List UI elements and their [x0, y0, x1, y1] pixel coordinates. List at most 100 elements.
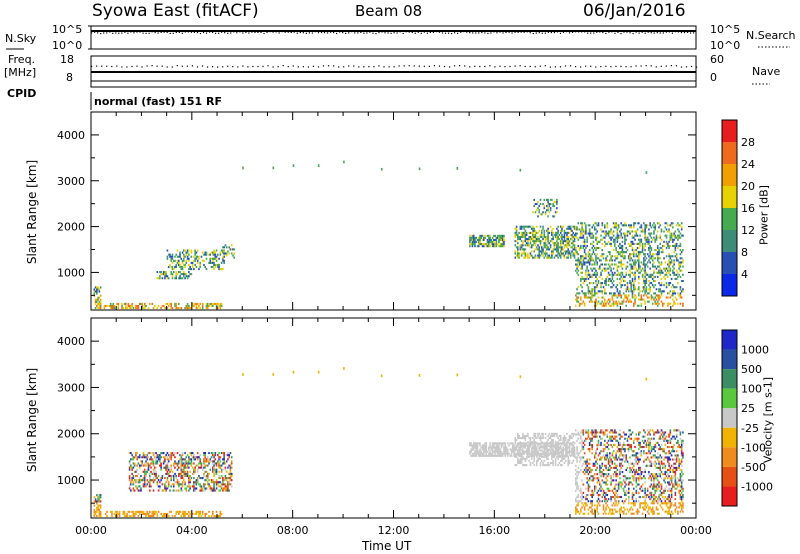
velocity-echo-cell [500, 452, 503, 455]
power-echo-cell [162, 273, 165, 276]
velocity-echo-cell [143, 485, 146, 488]
freq-dot [312, 65, 315, 67]
velocity-echo-cell [614, 458, 616, 461]
velocity-echo-cell [166, 514, 169, 518]
power-echo-cell [630, 230, 633, 233]
velocity-echo-cell [212, 470, 214, 473]
power-echo-cell [592, 251, 595, 254]
power-echo-cell [542, 254, 544, 257]
power-echo-cell [658, 265, 660, 268]
power-echo-cell [643, 222, 645, 225]
velocity-echo-cell [142, 454, 145, 457]
power-echo-cell [103, 307, 106, 310]
power-echo-cell [552, 231, 554, 234]
power-echo-cell [185, 261, 188, 264]
power-echo-cell [136, 307, 138, 310]
power-echo-cell [682, 265, 684, 268]
velocity-echo-cell [554, 453, 557, 456]
velocity-echo-cell [581, 502, 583, 505]
velocity-echo-cell [543, 455, 546, 458]
velocity-echo-cell [489, 446, 491, 449]
power-echo-cell [474, 243, 476, 246]
velocity-echo-cell [615, 454, 617, 457]
freq-dot [212, 66, 214, 68]
velocity-echo-cell [593, 485, 596, 488]
power-echo-cell [638, 292, 640, 295]
velocity-echo-cell [615, 500, 617, 503]
velocity-echo-cell [176, 452, 179, 455]
velocity-echo-cell [617, 485, 620, 488]
power-echo-cell [644, 253, 646, 256]
nsearch-dot [175, 31, 177, 34]
power-echo-cell [515, 231, 518, 234]
power-echo-cell [638, 277, 640, 280]
power-echo-cell [130, 307, 132, 310]
velocity-echo-cell [200, 487, 203, 490]
power-echo-cell [528, 256, 530, 259]
power-echo-cell [667, 263, 669, 266]
velocity-echo-cell [625, 483, 628, 486]
power-echo-cell [612, 234, 615, 237]
velocity-echo-cell [193, 470, 195, 473]
velocity-echo-cell [602, 450, 605, 453]
freq-dot [484, 65, 486, 68]
velocity-echo-cell [148, 477, 151, 480]
power-echo-cell [138, 302, 141, 305]
velocity-echo-cell [135, 464, 137, 467]
velocity-echo-cell [616, 435, 619, 438]
power-echo-cell [670, 286, 673, 289]
velocity-echo-cell [477, 442, 480, 445]
velocity-echo-cell [208, 452, 210, 455]
power-echo-cell [98, 307, 101, 310]
velocity-echo-cell [596, 500, 599, 503]
velocity-echo-cell [543, 448, 546, 451]
velocity-echo-cell [582, 483, 585, 486]
power-echo-cell [625, 251, 628, 254]
power-echo-cell [564, 231, 567, 234]
power-echo-cell [625, 300, 628, 303]
power-echo-cell [629, 298, 631, 301]
power-echo-cell [94, 290, 97, 293]
velocity-echo-cell [583, 439, 586, 442]
velocity-echo-cell [184, 470, 186, 473]
freq-dot [373, 66, 375, 68]
velocity-echo-cell [609, 456, 611, 459]
power-echo-cell [575, 269, 577, 272]
velocity-echo-cell [482, 454, 485, 457]
power-echo-cell [476, 238, 479, 242]
power-echo-cell [591, 257, 593, 260]
power-echo-cell [212, 253, 214, 256]
power-echo-cell [196, 259, 199, 262]
velocity-echo-cell [617, 500, 620, 503]
power-echo-cell [537, 248, 539, 251]
power-echo-cell [640, 304, 643, 307]
power-echo-cell [583, 240, 586, 243]
velocity-echo-cell [572, 448, 575, 451]
velocity-echo-cell [578, 500, 581, 503]
velocity-echo-cell [542, 455, 544, 458]
power-echo-cell [590, 296, 592, 299]
power-echo-cell [179, 263, 181, 266]
velocity-echo-cell [159, 464, 161, 467]
power-echo-cell [595, 238, 597, 241]
power-echo-cell [544, 246, 547, 249]
velocity-echo-cell [176, 481, 179, 484]
power-echo-cell [190, 251, 193, 254]
power-echo-cell [520, 246, 523, 249]
power-echo-cell [199, 302, 201, 305]
velocity-echo-cell [612, 479, 615, 482]
velocity-echo-cell [184, 466, 186, 469]
velocity-echo-cell [523, 446, 525, 449]
power-echo-cell [547, 200, 549, 203]
velocity-echo-cell [607, 468, 610, 472]
nsearch-dot [487, 32, 489, 35]
velocity-echo-cell [227, 458, 229, 461]
nsearch-dot [472, 32, 474, 34]
power-echo-cell [616, 230, 619, 233]
power-echo-cell [659, 269, 662, 272]
velocity-echo-cell [152, 452, 155, 455]
velocity-echo-cell [562, 436, 564, 440]
nsearch-dot [357, 32, 359, 34]
power-echo-cell [614, 222, 616, 225]
velocity-echo-cell [504, 452, 507, 455]
